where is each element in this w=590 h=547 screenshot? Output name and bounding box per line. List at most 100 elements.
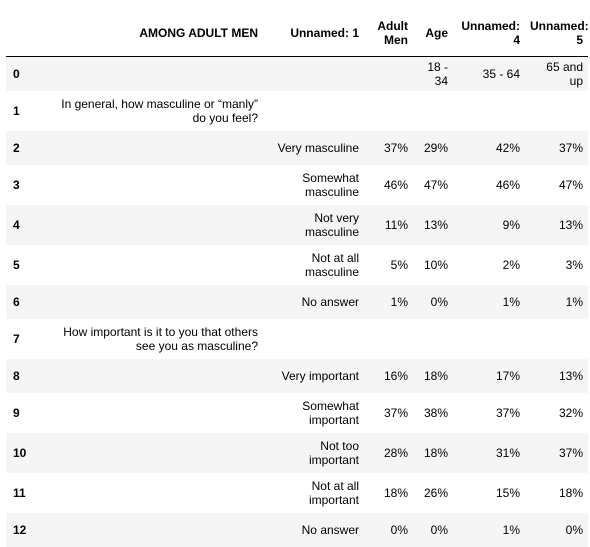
value-cell: 32% [558,405,583,420]
value-cell: 13% [558,368,583,383]
value-cell: 11% [384,217,408,232]
table-cell: 18 - 34 [427,59,448,88]
table-row: 4 Not very masculine 11% 13% 9% 13% [6,204,588,245]
value-cell: 46% [383,177,408,192]
value-cell: 9% [502,217,520,232]
value-cell: 37% [558,140,583,155]
answer-cell: Very masculine [277,140,359,155]
table-row: 3 Somewhat masculine 46% 47% 46% 47% [6,164,588,205]
answer-cell: Not too important [308,438,359,467]
answer-cell: Not at all masculine [304,250,359,279]
column-header-unnamed-5: Unnamed: 5 [525,10,589,57]
row-index: 0 [13,66,20,81]
value-cell: 18% [423,445,448,460]
row-index: 4 [13,217,20,232]
value-cell: 0% [430,294,448,309]
value-cell: 1% [502,522,520,537]
table-cell [525,91,588,131]
value-cell: 0% [565,522,583,537]
column-header-index [6,10,46,57]
table-row: 10 Not too important 28% 18% 31% 37% [6,432,588,473]
value-cell: 37% [558,445,583,460]
value-cell: 18% [558,485,583,500]
row-index: 2 [13,140,20,155]
value-cell: 29% [423,140,448,155]
table-cell [46,473,263,513]
table-cell [364,319,413,359]
table-row: 6 No answer 1% 0% 1% 1% [6,284,588,319]
table-row: 7 How important is it to you that others… [6,318,588,359]
table-cell [46,205,263,245]
answer-cell: No answer [301,294,359,309]
table-row: 11 Not at all important 18% 26% 15% 18% [6,472,588,513]
column-header-unnamed-1: Unnamed: 1 [263,10,364,57]
table-cell: 65 and up [546,59,583,88]
row-index: 9 [13,405,20,420]
column-header-unnamed-4: Unnamed: 4 [453,10,525,57]
table-cell [263,319,364,359]
header-row: AMONG ADULT MEN Unnamed: 1 Adult Men Age… [6,10,589,57]
row-index: 5 [13,257,20,272]
table-row: 5 Not at all masculine 5% 10% 2% 3% [6,244,588,285]
table-cell [453,319,525,359]
row-index: 10 [13,445,27,460]
table-cell [453,91,525,131]
table-cell [46,285,263,319]
value-cell: 2% [502,257,520,272]
row-index: 7 [13,331,20,346]
table-cell [46,513,263,547]
table-cell [46,393,263,433]
question-cell: In general, how masculine or “manly” do … [61,96,258,125]
value-cell: 37% [383,405,408,420]
row-index: 11 [13,485,26,500]
value-cell: 0% [390,522,408,537]
answer-cell: Somewhat important [302,398,359,427]
row-index: 3 [13,177,20,192]
value-cell: 0% [430,522,448,537]
table-cell: 35 - 64 [482,66,520,81]
value-cell: 46% [495,177,520,192]
table-cell [364,57,413,91]
value-cell: 13% [423,217,448,232]
column-header-age: Age [413,10,453,57]
table-cell [46,359,263,393]
table-row: 12 No answer 0% 0% 1% 0% [6,512,588,547]
table-cell [525,319,588,359]
value-cell: 5% [390,257,408,272]
dataframe-table: AMONG ADULT MEN Unnamed: 1 Adult Men Age… [6,10,589,547]
answer-cell: Not at all important [308,478,359,507]
answer-cell: No answer [301,522,359,537]
table-cell [364,91,413,131]
row-index: 12 [13,522,27,537]
value-cell: 1% [390,294,408,309]
answer-cell: Very important [281,368,359,383]
row-index: 6 [13,294,20,309]
row-index: 8 [13,368,20,383]
row-index: 1 [13,103,20,118]
table-row: 8 Very important 16% 18% 17% 13% [6,358,588,393]
value-cell: 3% [565,257,583,272]
column-header-adult-men: Adult Men [364,10,413,57]
table-cell [46,433,263,473]
table-row: 1 In general, how masculine or “manly” d… [6,90,588,131]
value-cell: 37% [495,405,520,420]
answer-cell: Somewhat masculine [302,170,359,199]
question-cell: How important is it to you that others s… [63,324,258,353]
value-cell: 18% [383,485,408,500]
table-cell [46,131,263,165]
answer-cell: Not very masculine [304,210,359,239]
table-cell [263,57,364,91]
value-cell: 38% [423,405,448,420]
value-cell: 16% [383,368,408,383]
table-row: 2 Very masculine 37% 29% 42% 37% [6,130,588,165]
table-row: 0 18 - 34 35 - 64 65 and up [6,56,588,91]
value-cell: 28% [383,445,408,460]
value-cell: 1% [565,294,583,309]
table-row: 9 Somewhat important 37% 38% 37% 32% [6,392,588,433]
value-cell: 18% [423,368,448,383]
value-cell: 1% [502,294,520,309]
value-cell: 37% [383,140,408,155]
table-cell [413,91,453,131]
value-cell: 17% [495,368,520,383]
table-cell [46,165,263,205]
